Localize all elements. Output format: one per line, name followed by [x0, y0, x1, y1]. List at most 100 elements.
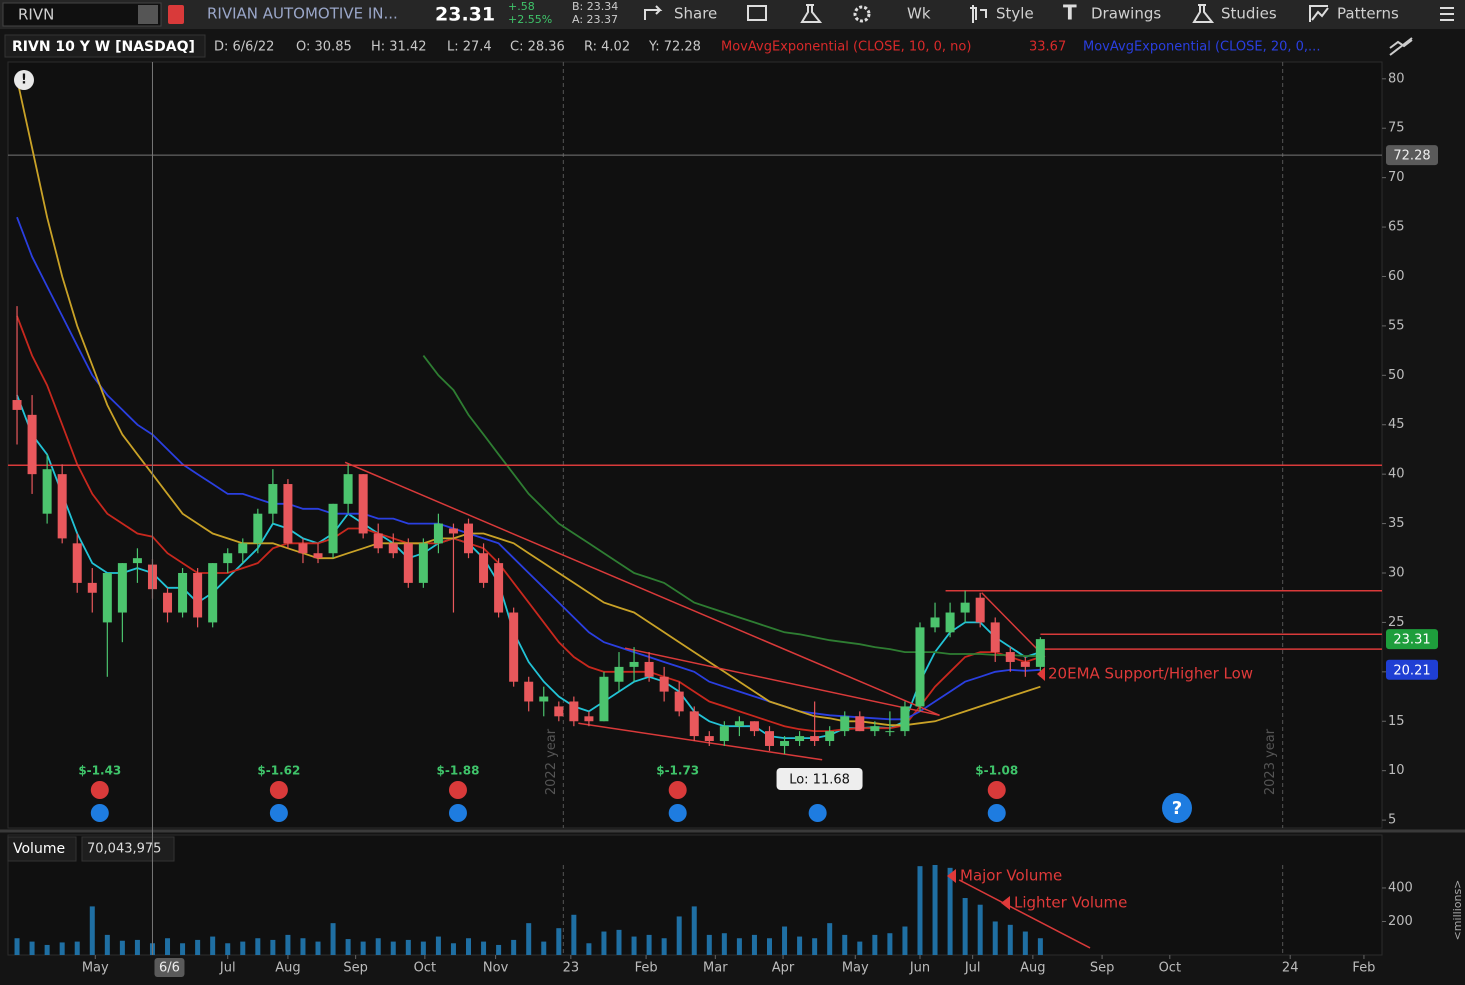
candle-body [193, 572, 203, 618]
volume-bar [691, 906, 697, 955]
volume-bar [165, 938, 171, 955]
candle-body [87, 582, 97, 593]
volume-bar [917, 866, 923, 955]
candle-body [614, 666, 624, 682]
price-badge-label: 20.21 [1393, 663, 1430, 678]
candle-body [659, 676, 669, 692]
study2-label[interactable]: MovAvgExponential (CLOSE, 20, 0,... [1083, 40, 1320, 55]
alert-badge-mark: ! [21, 73, 27, 88]
candle-body [539, 696, 549, 702]
volume-annotation: Lighter Volume [1014, 894, 1127, 912]
volume-bar [676, 916, 682, 955]
volume-bar [435, 936, 441, 955]
volume-bar [646, 934, 652, 955]
alert-badge[interactable] [14, 70, 34, 90]
study1-label[interactable]: MovAvgExponential (CLOSE, 10, 0, no) [721, 40, 971, 55]
volume-bar [210, 936, 216, 955]
info-row: RIVN 10 Y W [NASDAQ] D: 6/6/22 O: 30.85 … [0, 32, 1465, 60]
candle-body [840, 716, 850, 732]
candle-body [734, 721, 744, 727]
candle-body [930, 617, 940, 628]
earnings-label: $-1.08 [975, 764, 1018, 778]
candle-body [870, 726, 880, 732]
volume-bar [616, 929, 622, 955]
candle-body [42, 469, 52, 514]
volume-bar [782, 926, 788, 955]
volume-bar [962, 898, 968, 955]
symbol-box[interactable] [2, 2, 162, 27]
candle-body [825, 731, 835, 742]
candle-body [569, 701, 579, 722]
bulb-icon [668, 804, 687, 822]
volume-bar [44, 944, 50, 955]
volume-bar [29, 941, 35, 955]
study-line [422, 355, 1041, 657]
x-tick-label: 23 [563, 961, 580, 976]
volume-bar [586, 943, 592, 955]
volume-bar [766, 938, 772, 955]
flex-grid-icon[interactable] [747, 5, 767, 21]
drawing-tool-icon[interactable] [1389, 37, 1413, 56]
help-icon[interactable] [1162, 793, 1192, 823]
x-tick-label: Jul [964, 961, 981, 976]
info-range: R: 4.02 [584, 40, 630, 55]
price-badge [1386, 629, 1438, 650]
candle-body [810, 736, 820, 742]
alert-icon[interactable] [168, 5, 184, 24]
candle-body [464, 523, 474, 554]
settings-icon[interactable] [853, 5, 871, 23]
menu-icon[interactable] [1440, 7, 1454, 21]
y-tick-label: 40 [1388, 467, 1405, 482]
symbol-dropdown[interactable] [138, 5, 158, 24]
interval-button[interactable]: Wk [907, 5, 931, 23]
candle-body [584, 716, 594, 722]
flask-icon[interactable] [800, 4, 823, 23]
candle-body [554, 706, 564, 717]
crosshair-y-label: 72.28 [1393, 149, 1430, 164]
y-tick-label: 45 [1388, 417, 1405, 432]
candle-body [298, 543, 308, 554]
patterns-button[interactable]: Patterns [1337, 5, 1399, 23]
candle-body [163, 592, 173, 613]
earnings-label: $-1.73 [656, 764, 699, 778]
patterns-icon[interactable] [1309, 5, 1329, 22]
info-close: C: 28.36 [510, 40, 565, 55]
bid: B: 23.34 [572, 0, 618, 13]
volume-bar [270, 939, 276, 955]
year-label: 2023 year [1263, 728, 1278, 795]
y-tick-label: 35 [1388, 516, 1405, 531]
symbol[interactable]: RIVN [18, 6, 54, 24]
candle-body [960, 602, 970, 613]
volume-bar [225, 943, 231, 955]
toolbar: RIVN RIVIAN AUTOMOTIVE IN... 23.31 +.58 … [0, 0, 1465, 29]
style-button[interactable]: Style [996, 5, 1034, 23]
trend-line [344, 461, 940, 717]
change: +.58 [508, 0, 535, 13]
info-bg [0, 32, 1465, 60]
volume-bar [511, 939, 517, 955]
candle-body [689, 711, 699, 737]
volume-bar [706, 934, 712, 955]
x-tick-label: Oct [414, 961, 436, 976]
drawings-icon[interactable]: T [1063, 1, 1077, 25]
info-date: D: 6/6/22 [214, 40, 274, 55]
info-cell [4, 34, 206, 58]
volume-readout-box [81, 836, 175, 862]
volume-bar [315, 941, 321, 955]
volume-bar [571, 914, 577, 955]
study-line [16, 216, 1041, 721]
bulb-icon [987, 804, 1006, 822]
share-button[interactable]: Share [674, 5, 717, 23]
volume-bar [300, 938, 306, 955]
drawings-button[interactable]: Drawings [1091, 5, 1161, 23]
studies-icon[interactable] [1192, 4, 1215, 23]
volume-bar [360, 941, 366, 955]
studies-button[interactable]: Studies [1221, 5, 1277, 23]
style-icon[interactable] [970, 5, 987, 23]
candle-body [403, 543, 413, 583]
share-icon[interactable] [644, 5, 663, 20]
info-y: Y: 72.28 [648, 40, 701, 55]
volume-readout: 70,043,975 [87, 842, 161, 857]
